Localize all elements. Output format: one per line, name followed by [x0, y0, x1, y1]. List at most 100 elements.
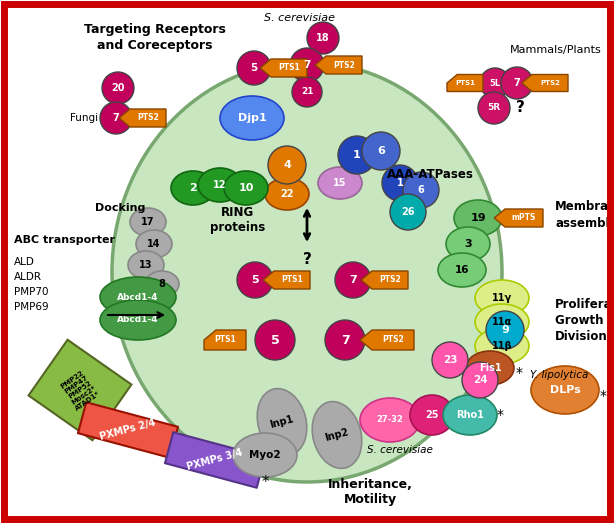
Text: 21: 21	[301, 87, 313, 97]
Text: Inp2: Inp2	[324, 427, 350, 443]
Text: 11β: 11β	[492, 341, 512, 351]
Ellipse shape	[136, 230, 172, 258]
Text: 15: 15	[333, 178, 347, 188]
FancyBboxPatch shape	[165, 432, 265, 488]
Text: PTS2: PTS2	[540, 80, 560, 86]
Ellipse shape	[171, 171, 215, 205]
Text: 9: 9	[501, 325, 509, 335]
Circle shape	[486, 311, 524, 349]
Text: ALD: ALD	[14, 257, 35, 267]
Circle shape	[390, 194, 426, 230]
Text: 13: 13	[139, 260, 153, 270]
Ellipse shape	[475, 328, 529, 364]
Text: 1: 1	[397, 178, 403, 188]
Text: Fungi: Fungi	[70, 113, 98, 123]
Text: *: *	[497, 408, 503, 422]
Polygon shape	[263, 271, 310, 289]
Text: ?: ?	[516, 100, 524, 116]
Text: Rho1: Rho1	[456, 410, 484, 420]
Text: 7: 7	[303, 60, 311, 70]
FancyBboxPatch shape	[28, 340, 131, 440]
Text: 6: 6	[377, 146, 385, 156]
Text: 20: 20	[111, 83, 125, 93]
Text: PTS1: PTS1	[278, 63, 300, 73]
Text: PXMPs 3/4: PXMPs 3/4	[186, 448, 244, 472]
Text: Abcd1-4: Abcd1-4	[117, 315, 159, 324]
Ellipse shape	[410, 395, 454, 435]
Ellipse shape	[360, 398, 420, 442]
Text: 7: 7	[349, 275, 357, 285]
Text: PTS2: PTS2	[379, 276, 401, 285]
Circle shape	[432, 342, 468, 378]
Text: ABC transporter: ABC transporter	[14, 235, 115, 245]
Ellipse shape	[220, 96, 284, 140]
Text: Membrane
assembly: Membrane assembly	[555, 200, 614, 230]
Text: 25: 25	[426, 410, 439, 420]
Ellipse shape	[454, 200, 502, 236]
Text: AAA-ATPases: AAA-ATPases	[387, 168, 473, 181]
Text: 22: 22	[280, 189, 293, 199]
Text: Targeting Receptors
and Coreceptors: Targeting Receptors and Coreceptors	[84, 24, 226, 52]
Text: Djp1: Djp1	[238, 113, 266, 123]
Text: 23: 23	[443, 355, 457, 365]
Text: 5: 5	[251, 63, 258, 73]
Circle shape	[237, 262, 273, 298]
Text: 5R: 5R	[488, 104, 500, 112]
Polygon shape	[494, 209, 543, 227]
Ellipse shape	[475, 304, 529, 340]
Circle shape	[501, 67, 533, 99]
Text: 24: 24	[473, 375, 488, 385]
Text: PTS1: PTS1	[214, 335, 236, 345]
Text: PTS2: PTS2	[137, 113, 159, 122]
Text: Abcd1-4: Abcd1-4	[117, 292, 159, 301]
Text: 5: 5	[251, 275, 259, 285]
Circle shape	[403, 172, 439, 208]
Circle shape	[290, 48, 324, 82]
Ellipse shape	[130, 208, 166, 236]
Circle shape	[382, 165, 418, 201]
Ellipse shape	[100, 277, 176, 317]
FancyBboxPatch shape	[78, 402, 178, 458]
Ellipse shape	[475, 280, 529, 316]
Ellipse shape	[100, 300, 176, 340]
Text: S. cerevisiae: S. cerevisiae	[367, 445, 433, 455]
Text: PTS2: PTS2	[382, 335, 404, 345]
Polygon shape	[447, 74, 483, 92]
Circle shape	[325, 320, 365, 360]
Text: Docking: Docking	[95, 203, 146, 213]
Text: PMP69: PMP69	[14, 302, 49, 312]
Text: 1: 1	[353, 150, 361, 160]
Text: PXMPs 2/4: PXMPs 2/4	[99, 418, 157, 442]
Text: *: *	[599, 389, 607, 403]
Text: 6: 6	[418, 185, 424, 195]
Text: 4: 4	[283, 160, 291, 170]
Circle shape	[335, 262, 371, 298]
Polygon shape	[360, 330, 414, 350]
Text: 19: 19	[470, 213, 486, 223]
Circle shape	[478, 92, 510, 124]
Polygon shape	[361, 271, 408, 289]
Polygon shape	[260, 59, 307, 77]
Text: DLPs: DLPs	[550, 385, 580, 395]
Text: 11γ: 11γ	[492, 293, 512, 303]
Text: 2: 2	[189, 183, 197, 193]
Text: PTS2: PTS2	[333, 61, 355, 70]
Text: 8: 8	[158, 279, 165, 289]
Circle shape	[480, 68, 510, 98]
Polygon shape	[119, 109, 166, 127]
Ellipse shape	[438, 253, 486, 287]
Text: 11α: 11α	[492, 317, 512, 327]
Text: 7: 7	[112, 113, 119, 123]
Text: 3: 3	[464, 239, 472, 249]
Circle shape	[307, 22, 339, 54]
Text: PTS1: PTS1	[455, 80, 475, 86]
Ellipse shape	[224, 171, 268, 205]
Ellipse shape	[446, 227, 490, 261]
Text: Inp1: Inp1	[269, 414, 295, 430]
Text: 18: 18	[316, 33, 330, 43]
Text: mPTS: mPTS	[512, 213, 536, 222]
Text: Proliferation,
Growth and
Division: Proliferation, Growth and Division	[555, 298, 614, 343]
Text: RING
proteins: RING proteins	[211, 206, 266, 234]
Ellipse shape	[443, 395, 497, 435]
Ellipse shape	[128, 251, 164, 279]
